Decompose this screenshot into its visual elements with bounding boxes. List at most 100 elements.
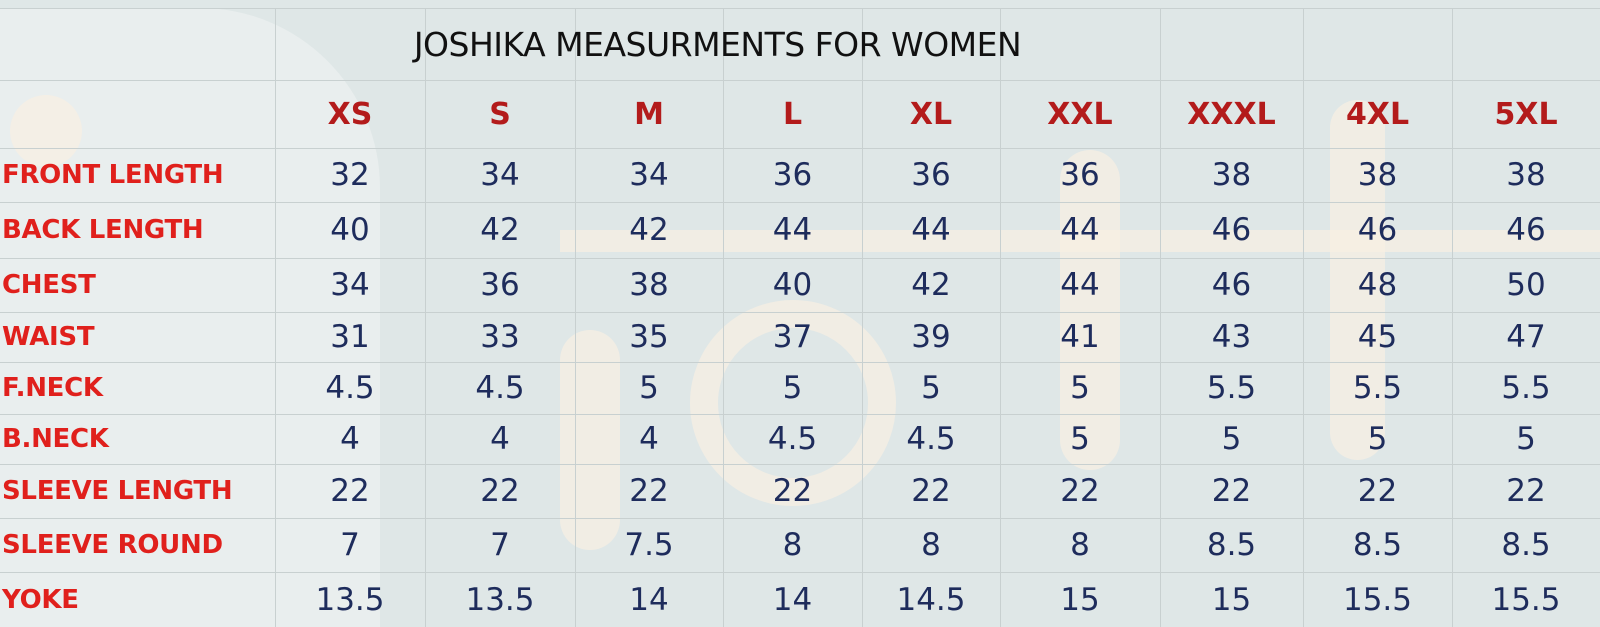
measurement: 14.5 <box>896 581 966 618</box>
measurement: 44 <box>1060 267 1100 303</box>
measurement: 5 <box>1221 421 1242 457</box>
measurement: 42 <box>911 267 951 303</box>
table-title: JOSHIKA MEASURMENTS FOR WOMEN <box>413 24 1022 64</box>
measurement: 4 <box>639 421 659 457</box>
measurement: 46 <box>1506 212 1546 248</box>
measurement: 5 <box>1070 421 1090 457</box>
measurement: 4.5 <box>767 421 818 457</box>
measurement: 38 <box>629 267 669 303</box>
measurement: 4 <box>490 421 510 457</box>
measurement: 5.5 <box>1206 370 1257 406</box>
row-label: WAIST <box>2 322 95 352</box>
measurement: 45 <box>1357 319 1398 355</box>
measurement: 13.5 <box>465 581 535 618</box>
measurement: 5.5 <box>1352 370 1403 406</box>
column-header: L <box>782 96 803 132</box>
grid-line <box>0 312 1600 313</box>
grid-line <box>0 202 1600 203</box>
measurement: 22 <box>330 473 370 509</box>
watermark-shape <box>10 95 82 167</box>
measurement: 40 <box>772 267 813 303</box>
measurement: 7 <box>340 527 360 563</box>
column-header: XL <box>909 96 953 132</box>
measurement: 14 <box>772 581 813 618</box>
measurement: 38 <box>1211 157 1252 193</box>
measurement: 13.5 <box>315 581 385 618</box>
measurement: 41 <box>1060 319 1100 355</box>
measurement: 5 <box>1516 421 1536 457</box>
measurement: 15 <box>1211 581 1252 618</box>
grid-line <box>862 8 863 627</box>
measurement: 5 <box>639 370 659 406</box>
row-label: CHEST <box>2 270 96 300</box>
measurement: 22 <box>911 473 951 509</box>
measurement: 32 <box>330 157 370 193</box>
column-header: M <box>634 96 664 132</box>
measurement: 4 <box>340 421 360 457</box>
grid-line <box>0 258 1600 259</box>
measurement: 5.5 <box>1501 370 1551 406</box>
grid-line <box>1160 8 1161 627</box>
measurement: 14 <box>629 581 669 618</box>
measurement: 5 <box>1367 421 1388 457</box>
measurement: 44 <box>911 212 951 248</box>
measurement: 42 <box>629 212 669 248</box>
measurement: 15.5 <box>1491 581 1561 618</box>
measurement: 4.5 <box>906 421 956 457</box>
grid-line <box>0 414 1600 415</box>
measurement: 36 <box>772 157 813 193</box>
measurement: 42 <box>480 212 520 248</box>
column-header: XS <box>327 96 373 132</box>
measurement: 36 <box>911 157 951 193</box>
measurement: 36 <box>1060 157 1100 193</box>
column-header: S <box>489 96 511 132</box>
grid-line <box>0 80 1600 81</box>
row-label: BACK LENGTH <box>2 215 204 245</box>
grid-line <box>1000 8 1001 627</box>
measurement: 43 <box>1211 319 1252 355</box>
measurement: 48 <box>1357 267 1398 303</box>
measurement: 34 <box>330 267 370 303</box>
grid-line <box>0 518 1600 519</box>
measurement: 33 <box>480 319 520 355</box>
grid-line <box>575 8 576 627</box>
row-label: YOKE <box>2 584 79 615</box>
measurement: 5 <box>921 370 941 406</box>
grid-line <box>425 8 426 627</box>
measurement: 22 <box>480 473 520 509</box>
measurement: 36 <box>480 267 520 303</box>
measurement: 22 <box>1506 473 1546 509</box>
measurement: 39 <box>911 319 951 355</box>
row-label: SLEEVE ROUND <box>2 530 223 560</box>
watermark-shape <box>1060 150 1120 470</box>
measurement: 44 <box>772 212 813 248</box>
measurement: 38 <box>1506 157 1546 193</box>
measurement: 31 <box>330 319 370 355</box>
measurement: 7 <box>490 527 510 563</box>
column-header: 4XL <box>1345 96 1410 132</box>
measurement: 46 <box>1211 267 1252 303</box>
column-header: XXL <box>1047 96 1113 132</box>
watermark-shape <box>1330 100 1385 460</box>
measurement: 22 <box>772 473 813 509</box>
row-label: B.NECK <box>2 424 109 454</box>
measurement: 47 <box>1506 319 1546 355</box>
column-header: 5XL <box>1494 96 1558 132</box>
measurement: 34 <box>480 157 520 193</box>
measurement: 5 <box>1070 370 1090 406</box>
grid-line <box>0 362 1600 363</box>
measurement: 37 <box>772 319 813 355</box>
measurement: 8.5 <box>1352 527 1403 563</box>
measurement: 38 <box>1357 157 1398 193</box>
measurement: 34 <box>629 157 669 193</box>
measurement: 22 <box>1357 473 1398 509</box>
row-label: SLEEVE LENGTH <box>2 476 233 506</box>
measurement: 8 <box>1070 527 1090 563</box>
row-label: FRONT LENGTH <box>2 160 224 190</box>
measurement: 50 <box>1506 267 1546 303</box>
measurement: 8.5 <box>1206 527 1257 563</box>
measurement: 15.5 <box>1342 581 1413 618</box>
grid-line <box>275 8 276 627</box>
row-label: F.NECK <box>2 373 103 403</box>
